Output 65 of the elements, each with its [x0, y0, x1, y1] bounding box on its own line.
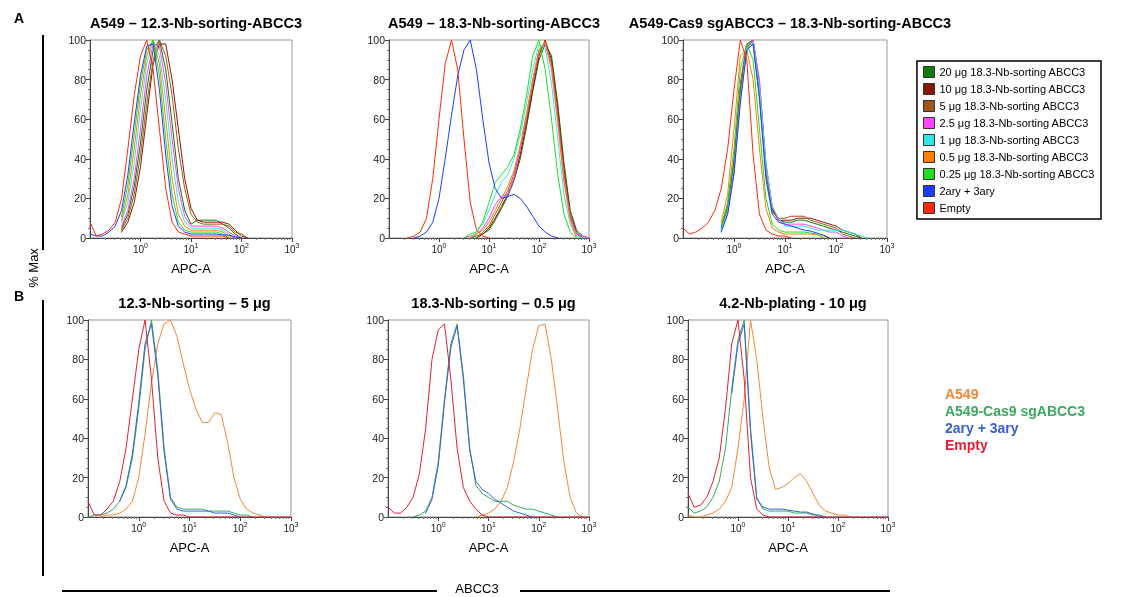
chart-title: A549-Cas9 sgABCC3 – 18.3-Nb-sorting-ABCC3 — [628, 14, 952, 31]
text: B — [14, 288, 25, 304]
y-tick-label: 100 — [666, 314, 685, 326]
chart-title: 18.3-Nb-sorting – 0.5 μg — [411, 294, 576, 311]
y-tick-label: 20 — [667, 192, 680, 205]
legend-label: 20 μg 18.3-Nb-sorting ABCC3 — [939, 66, 1086, 78]
y-tick-label: 40 — [372, 432, 385, 445]
y-tick-label: 80 — [72, 353, 85, 366]
x-axis-title: APC-A — [765, 261, 806, 276]
legend-label: 1 μg 18.3-Nb-sorting ABCC3 — [939, 134, 1080, 146]
text: A549-Cas9 sgABCC3 — [944, 403, 1086, 419]
y-tick-label: 60 — [72, 392, 85, 405]
legend-label: 2.5 μg 18.3-Nb-sorting ABCC3 — [939, 117, 1089, 129]
y-tick-label: 100 — [367, 34, 386, 46]
chart-title: 4.2-Nb-plating - 10 μg — [719, 294, 867, 311]
chart-title: A549 – 18.3-Nb-sorting-ABCC3 — [388, 14, 600, 31]
legend-label: 10 μg 18.3-Nb-sorting ABCC3 — [939, 83, 1086, 95]
x-axis-title: APC-A — [169, 540, 210, 555]
text: A549 — [944, 386, 979, 402]
x-axis-title: APC-A — [171, 261, 212, 276]
legend-label: Empty — [939, 202, 972, 214]
y-tick-label: 80 — [373, 73, 386, 86]
x-axis-title: APC-A — [768, 540, 809, 555]
y-tick-label: 80 — [667, 73, 680, 86]
y-tick-label: 20 — [74, 192, 87, 205]
y-tick-label: 60 — [672, 392, 685, 405]
x-axis-title: APC-A — [469, 261, 510, 276]
y-tick-label: 20 — [372, 471, 385, 484]
y-tick-label: 40 — [373, 152, 386, 165]
y-tick-label: 100 — [366, 314, 385, 326]
y-tick-label: 60 — [372, 392, 385, 405]
y-tick-label: 20 — [672, 471, 685, 484]
y-tick-label: 0 — [80, 232, 87, 244]
text: Empty — [944, 437, 988, 453]
y-tick-label: 40 — [72, 432, 85, 445]
y-tick-label: 60 — [373, 113, 386, 126]
y-tick-label: 40 — [74, 152, 87, 165]
y-tick-label: 20 — [72, 471, 85, 484]
text: 2ary + 3ary — [944, 420, 1019, 436]
y-tick-label: 100 — [66, 314, 85, 326]
y-tick-label: 40 — [672, 432, 685, 445]
y-tick-label: 100 — [68, 34, 87, 46]
text: ABCC3 — [455, 581, 499, 596]
y-tick-label: 80 — [372, 353, 385, 366]
y-tick-label: 60 — [74, 113, 87, 126]
y-tick-label: 0 — [78, 511, 85, 523]
y-axis-title: % Max — [25, 245, 41, 291]
legend-label: 0.5 μg 18.3-Nb-sorting ABCC3 — [939, 151, 1089, 163]
y-tick-label: 0 — [673, 232, 680, 244]
legend-label: 5 μg 18.3-Nb-sorting ABCC3 — [939, 100, 1080, 112]
y-tick-label: 40 — [667, 152, 680, 165]
y-tick-label: 0 — [678, 511, 685, 523]
legend-label: 2ary + 3ary — [939, 185, 996, 197]
chart-title: A549 – 12.3-Nb-sorting-ABCC3 — [90, 14, 302, 31]
text: A — [14, 10, 25, 26]
y-tick-label: 20 — [373, 192, 386, 205]
chart-title: 12.3-Nb-sorting – 5 μg — [118, 294, 271, 311]
y-tick-label: 100 — [661, 34, 680, 46]
y-tick-label: 60 — [667, 113, 680, 126]
y-tick-label: 0 — [378, 511, 385, 523]
y-tick-label: 80 — [672, 353, 685, 366]
legend-label: 0.25 μg 18.3-Nb-sorting ABCC3 — [939, 168, 1095, 180]
y-tick-label: 0 — [379, 232, 386, 244]
y-tick-label: 80 — [74, 73, 87, 86]
x-axis-title: APC-A — [468, 540, 509, 555]
